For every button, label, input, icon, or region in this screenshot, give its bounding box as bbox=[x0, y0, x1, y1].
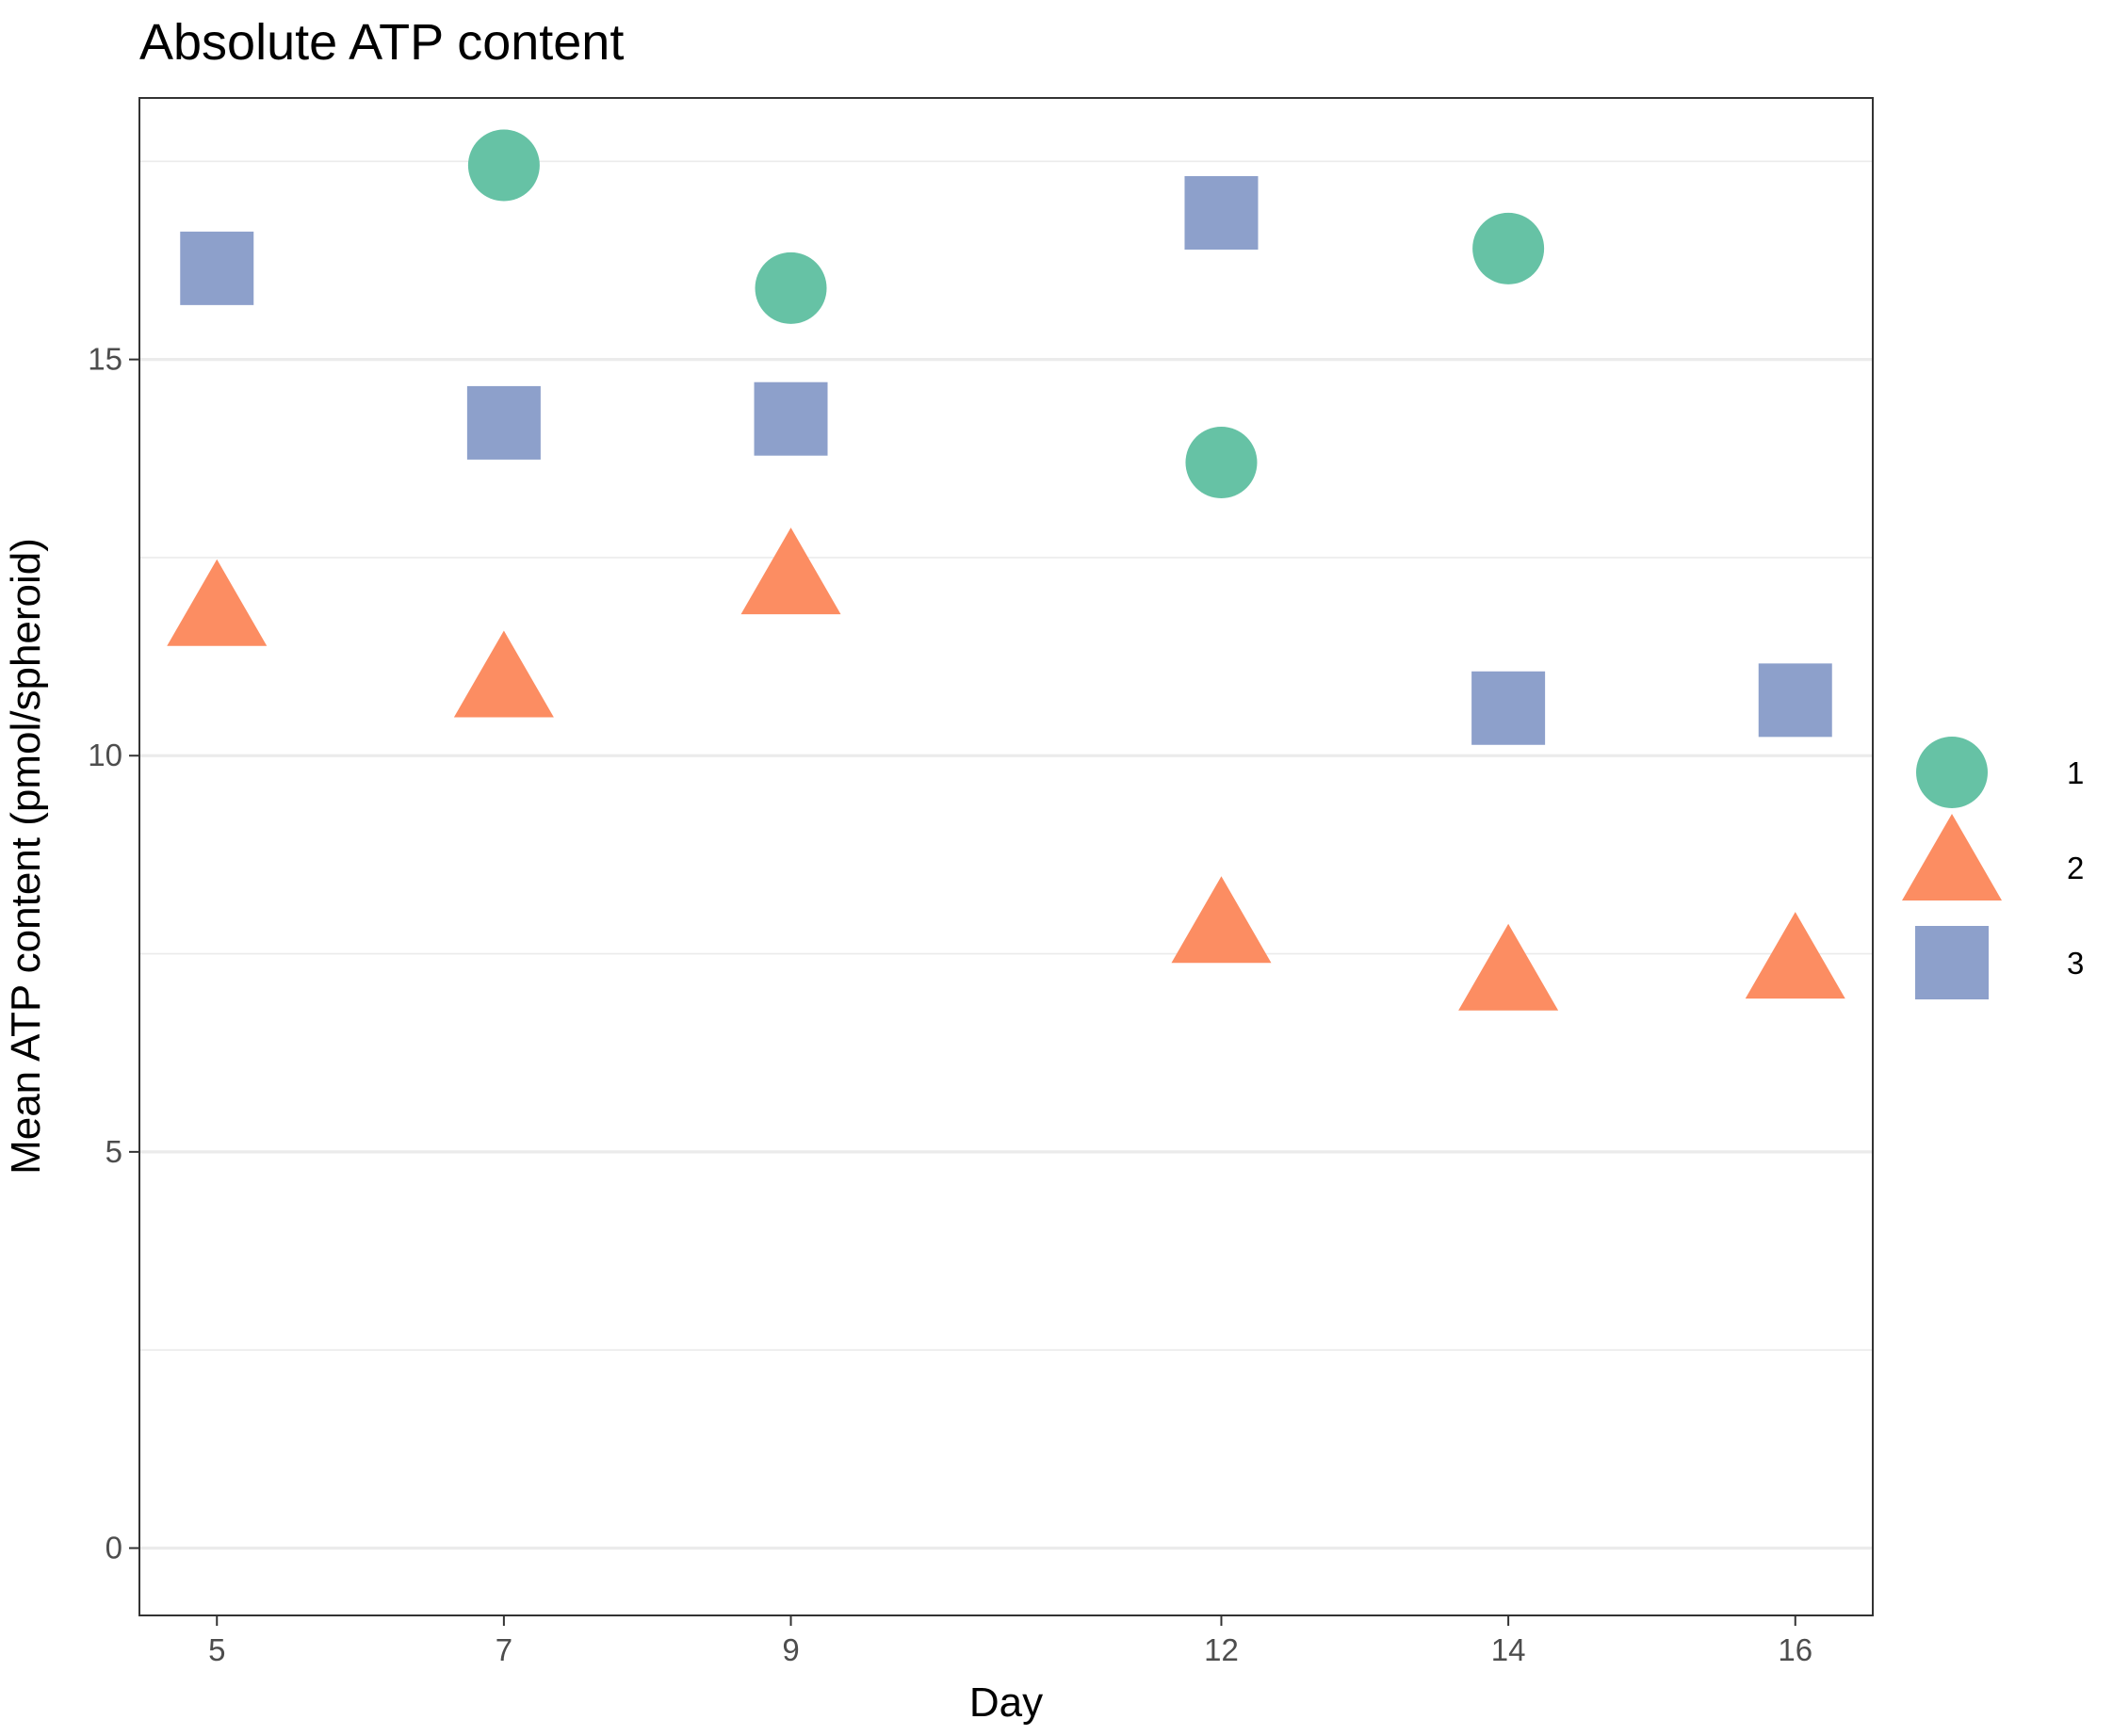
y-tick-label: 10 bbox=[88, 738, 122, 772]
data-point-series-3 bbox=[466, 385, 541, 460]
x-tick-label: 5 bbox=[208, 1632, 225, 1667]
chart-title: Absolute ATP content bbox=[139, 14, 624, 71]
data-points bbox=[167, 129, 1845, 1011]
y-axis-title: Mean ATP content (pmol/spheroid) bbox=[3, 538, 49, 1175]
y-tick-label: 15 bbox=[88, 342, 122, 377]
data-point-series-1 bbox=[755, 251, 827, 324]
legend-key-2 bbox=[1902, 813, 2002, 900]
panel-border bbox=[138, 97, 1874, 1616]
legend-label: 1 bbox=[2067, 755, 2084, 790]
legend-label: 2 bbox=[2067, 851, 2084, 885]
x-tick-label: 7 bbox=[496, 1632, 512, 1667]
x-tick-label: 14 bbox=[1491, 1632, 1526, 1667]
data-point-series-2 bbox=[1171, 876, 1272, 964]
legend-label: 3 bbox=[2067, 946, 2084, 981]
legend: 1 2 3 bbox=[1902, 737, 2084, 999]
y-tick-label: 5 bbox=[106, 1134, 122, 1169]
legend-key-1 bbox=[1916, 737, 1988, 808]
data-point-series-2 bbox=[167, 559, 268, 646]
data-point-series-3 bbox=[1758, 663, 1832, 738]
legend-key-3 bbox=[1915, 926, 1989, 999]
data-point-series-1 bbox=[467, 129, 540, 202]
axes: 0 5 10 15 5 7 9 12 14 16 bbox=[88, 342, 1812, 1667]
data-point-series-2 bbox=[1745, 912, 1845, 999]
data-point-series-3 bbox=[1471, 671, 1546, 745]
data-point-series-1 bbox=[1185, 426, 1258, 498]
x-axis-title: Day bbox=[969, 1679, 1043, 1726]
x-tick-label: 9 bbox=[782, 1632, 799, 1667]
data-point-series-2 bbox=[1458, 923, 1559, 1011]
grid bbox=[139, 160, 1873, 1550]
data-point-series-1 bbox=[1472, 212, 1545, 284]
data-point-series-3 bbox=[1184, 175, 1259, 250]
data-point-series-2 bbox=[453, 630, 554, 718]
x-tick-label: 12 bbox=[1204, 1632, 1239, 1667]
x-tick-label: 16 bbox=[1778, 1632, 1812, 1667]
data-point-series-2 bbox=[740, 527, 841, 615]
y-tick-label: 0 bbox=[106, 1530, 122, 1565]
data-point-series-3 bbox=[754, 381, 828, 456]
data-point-series-3 bbox=[180, 231, 254, 305]
